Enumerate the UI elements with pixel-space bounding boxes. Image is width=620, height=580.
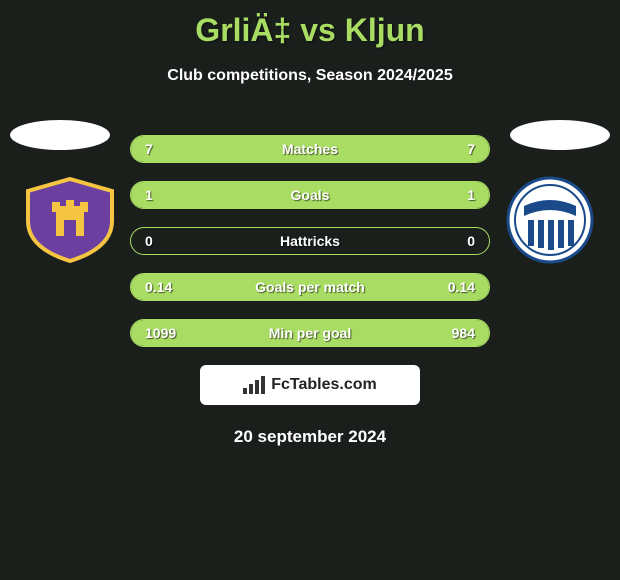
stats-container: 7 Matches 7 1 Goals 1 0 Hattricks 0 0.14 Goals per… [130,135,490,347]
chart-icon [243,376,265,394]
stat-label: Goals per match [255,279,365,295]
nafta-badge-icon [506,176,594,264]
stat-label: Goals [291,187,330,203]
marker-right [510,120,610,150]
page-title: GrliÄ‡ vs Kljun [0,0,620,49]
stat-value-left: 0.14 [145,279,172,295]
stat-value-right: 7 [467,141,475,157]
stat-row: 0 Hattricks 0 [130,227,490,255]
maribor-shield-icon [22,176,118,264]
stat-row: 1 Goals 1 [130,181,490,209]
stat-label: Hattricks [280,233,340,249]
club-badge-left [20,175,120,265]
branding-badge[interactable]: FcTables.com [200,365,420,405]
marker-left [10,120,110,150]
club-badge-right [500,175,600,265]
stat-label: Matches [282,141,338,157]
stat-value-left: 7 [145,141,153,157]
stat-value-right: 984 [452,325,475,341]
stat-value-left: 1099 [145,325,176,341]
stat-row: 0.14 Goals per match 0.14 [130,273,490,301]
branding-label: FcTables.com [271,376,377,394]
stat-value-right: 0.14 [448,279,475,295]
stat-row: 7 Matches 7 [130,135,490,163]
page-subtitle: Club competitions, Season 2024/2025 [0,67,620,85]
stat-row: 1099 Min per goal 984 [130,319,490,347]
stat-label: Min per goal [269,325,351,341]
stat-value-left: 1 [145,187,153,203]
stat-value-right: 0 [467,233,475,249]
stat-value-left: 0 [145,233,153,249]
footer-date: 20 september 2024 [0,427,620,447]
stat-value-right: 1 [467,187,475,203]
